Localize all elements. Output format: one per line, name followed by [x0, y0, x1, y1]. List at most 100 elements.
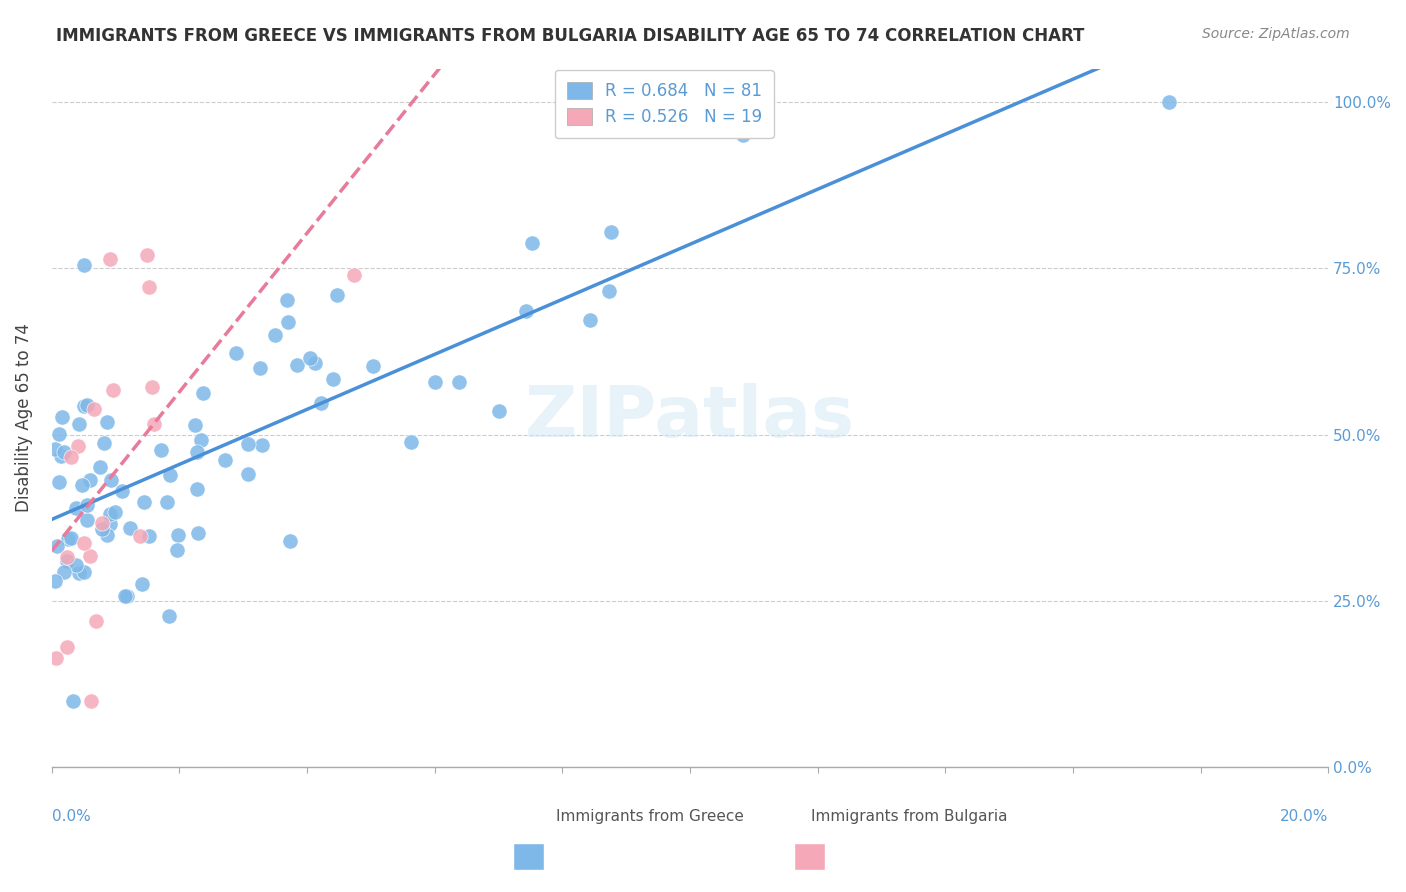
Point: [304, 355, 326, 369]
Point: [361, 359, 384, 373]
Point: [129, 529, 152, 543]
Point: [83, 402, 105, 417]
Text: 20.0%: 20.0%: [1279, 809, 1329, 824]
Point: [45, 651, 67, 665]
Point: [399, 435, 422, 450]
Point: [447, 376, 470, 390]
Point: [79, 694, 101, 708]
Point: [599, 225, 621, 239]
Point: [249, 360, 271, 375]
Point: [66, 439, 89, 453]
Point: [184, 417, 207, 432]
Point: [156, 495, 179, 509]
Point: [733, 128, 755, 142]
Point: [423, 375, 446, 389]
Point: [93, 436, 115, 450]
Point: [84, 614, 107, 628]
Point: [138, 529, 160, 543]
Point: [79, 549, 101, 564]
Text: Source: ZipAtlas.com: Source: ZipAtlas.com: [1202, 27, 1350, 41]
Point: [91, 522, 114, 536]
Point: [55, 553, 77, 567]
Point: [520, 235, 543, 250]
Legend: R = 0.684   N = 81, R = 0.526   N = 19: R = 0.684 N = 81, R = 0.526 N = 19: [555, 70, 773, 138]
Text: IMMIGRANTS FROM GREECE VS IMMIGRANTS FROM BULGARIA DISABILITY AGE 65 TO 74 CORRE: IMMIGRANTS FROM GREECE VS IMMIGRANTS FRO…: [56, 27, 1084, 45]
Point: [186, 445, 208, 459]
Y-axis label: Disability Age 65 to 74: Disability Age 65 to 74: [15, 324, 32, 512]
Point: [598, 284, 620, 298]
Point: [138, 280, 160, 294]
Point: [343, 268, 366, 282]
Point: [73, 399, 96, 413]
Point: [98, 507, 121, 521]
Text: Immigrants from Bulgaria: Immigrants from Bulgaria: [811, 809, 1008, 824]
Text: ZIPatlas: ZIPatlas: [524, 384, 855, 452]
Point: [70, 477, 93, 491]
Point: [100, 473, 122, 487]
Point: [277, 315, 299, 329]
Point: [120, 521, 142, 535]
Point: [91, 516, 114, 531]
Point: [101, 383, 124, 397]
Point: [250, 438, 273, 452]
Point: [111, 483, 134, 498]
Point: [149, 442, 172, 457]
Point: [141, 380, 163, 394]
Point: [136, 248, 159, 262]
Point: [46, 539, 69, 553]
Point: [79, 473, 101, 487]
Point: [515, 304, 537, 318]
Point: [276, 293, 298, 308]
Point: [89, 460, 111, 475]
Point: [60, 531, 83, 545]
Point: [55, 640, 77, 654]
Point: [114, 590, 136, 604]
Point: [44, 574, 66, 589]
Point: [53, 565, 76, 579]
Point: [65, 558, 87, 572]
Point: [157, 608, 180, 623]
Text: Immigrants from Greece: Immigrants from Greece: [555, 809, 744, 824]
Point: [278, 533, 301, 548]
Point: [62, 694, 84, 708]
Point: [187, 526, 209, 541]
Point: [98, 252, 121, 266]
Point: [73, 258, 96, 272]
Point: [225, 345, 247, 359]
Point: [67, 566, 90, 580]
Point: [190, 433, 212, 447]
Point: [53, 445, 76, 459]
Point: [76, 498, 98, 512]
Point: [115, 590, 138, 604]
Point: [73, 536, 96, 550]
Point: [322, 372, 344, 386]
Point: [103, 505, 125, 519]
Point: [214, 453, 236, 467]
Point: [76, 513, 98, 527]
Point: [48, 475, 70, 490]
Point: [67, 417, 90, 431]
Point: [131, 576, 153, 591]
Point: [236, 467, 259, 481]
Point: [76, 399, 98, 413]
Point: [73, 565, 96, 579]
Point: [311, 395, 333, 409]
Point: [326, 288, 349, 302]
Point: [159, 467, 181, 482]
Point: [51, 410, 73, 425]
Point: [578, 312, 600, 326]
Point: [1157, 95, 1180, 109]
Point: [488, 404, 510, 418]
Point: [96, 415, 118, 429]
Point: [56, 550, 79, 565]
Point: [167, 528, 190, 542]
Point: [96, 528, 118, 542]
Point: [299, 351, 322, 365]
Point: [65, 501, 87, 516]
Point: [98, 517, 121, 532]
Point: [48, 426, 70, 441]
Point: [191, 385, 214, 400]
Text: 0.0%: 0.0%: [52, 809, 90, 824]
Point: [51, 449, 73, 463]
Point: [186, 482, 208, 496]
